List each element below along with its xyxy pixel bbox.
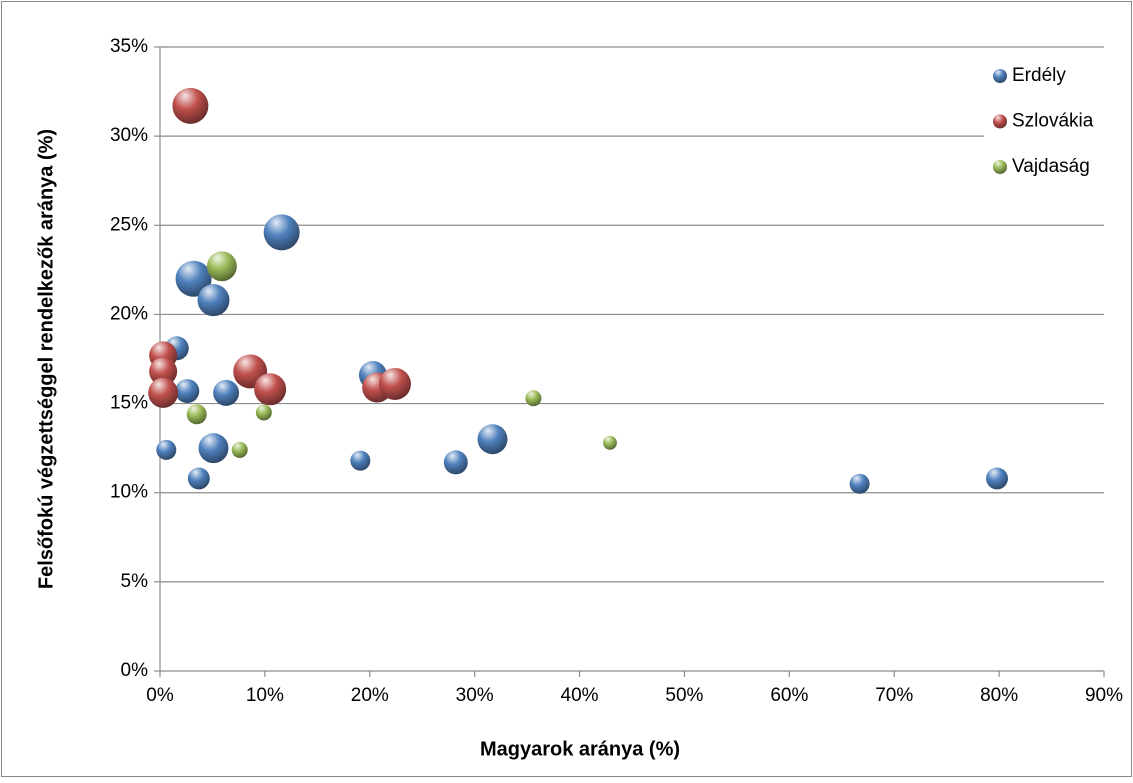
bubble — [213, 379, 240, 406]
y-axis-title: Felsőfokú végzettséggel rendelkezők arán… — [35, 129, 57, 589]
x-tick-label: 20% — [351, 685, 389, 706]
bubble — [849, 473, 870, 494]
bubble — [378, 367, 411, 400]
bubble — [148, 377, 179, 408]
x-tick-label: 10% — [246, 685, 284, 706]
bubble — [254, 373, 287, 406]
bubble — [350, 450, 371, 471]
legend-marker — [993, 69, 1007, 83]
bubble — [986, 467, 1008, 490]
x-tick-label: 80% — [980, 685, 1018, 706]
x-tick-label: 50% — [665, 685, 703, 706]
bubble — [175, 260, 212, 297]
bubble — [156, 439, 177, 460]
x-tick-label: 30% — [456, 685, 494, 706]
y-tick-label: 15% — [110, 393, 148, 414]
bubble — [198, 433, 229, 464]
y-tick-label: 35% — [110, 36, 148, 57]
bubble — [172, 87, 209, 124]
legend-label: Szlovákia — [1012, 111, 1094, 132]
bubble — [231, 441, 248, 458]
bubble — [186, 404, 207, 425]
bubble — [206, 251, 237, 282]
bubble — [603, 435, 617, 450]
bubble — [175, 379, 200, 404]
bubble — [255, 404, 272, 421]
x-tick-label: 70% — [875, 685, 913, 706]
y-tick-label: 5% — [121, 571, 149, 592]
y-tick-label: 0% — [121, 660, 149, 681]
bubble — [443, 450, 468, 475]
legend-label: Erdély — [1012, 65, 1066, 86]
x-tick-label: 0% — [146, 685, 174, 706]
bubble — [477, 424, 508, 455]
legend-label: Vajdaság — [1012, 156, 1090, 177]
y-tick-label: 20% — [110, 303, 148, 324]
bubble — [263, 214, 300, 251]
x-axis-title: Magyarok aránya (%) — [480, 738, 680, 760]
legend-marker — [993, 160, 1007, 174]
y-tick-label: 25% — [110, 214, 148, 235]
bubble — [149, 357, 178, 386]
x-tick-label: 40% — [561, 685, 599, 706]
bubble — [187, 467, 210, 490]
y-tick-label: 10% — [110, 482, 148, 503]
x-tick-label: 90% — [1085, 685, 1123, 706]
bubble — [525, 390, 542, 407]
y-tick-label: 30% — [110, 125, 148, 146]
bubble — [197, 284, 230, 317]
x-tick-label: 60% — [770, 685, 808, 706]
legend-marker — [993, 114, 1007, 129]
